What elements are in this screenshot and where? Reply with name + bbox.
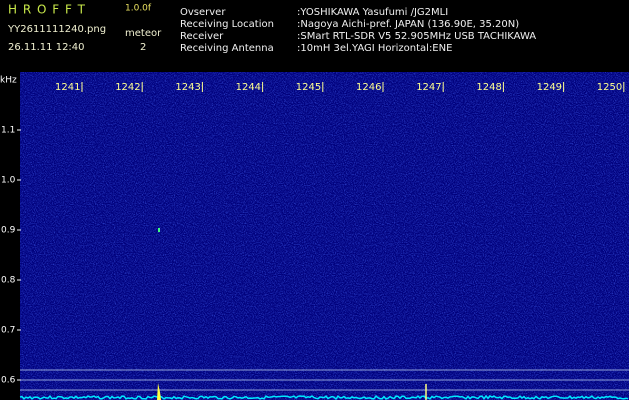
info-label: Receiving Antenna [180, 43, 274, 54]
date-time: 26.11.11 12:40 [8, 42, 85, 53]
y-axis-label: 0.6 [1, 376, 16, 386]
app-title: H R O F F T [8, 3, 86, 17]
y-axis-label: 1.0 [1, 176, 16, 186]
y-axis-label: 0.7 [1, 326, 15, 336]
info-label: Receiver [180, 31, 224, 42]
info-value: :Nagoya Aichi-pref. JAPAN (136.90E, 35.2… [297, 19, 519, 30]
x-axis-label: 1245 [296, 82, 321, 93]
x-axis-label: 1248 [476, 82, 501, 93]
level-trace [19, 394, 629, 400]
info-value: :SMart RTL-SDR V5 52.905MHz USB TACHIKAW… [297, 31, 536, 42]
header-background [0, 0, 629, 72]
x-axis-label: 1246 [356, 82, 381, 93]
axis-unit: kHz [0, 76, 17, 86]
info-label: Receiving Location [180, 19, 274, 30]
spectrogram-noise [20, 72, 629, 400]
file-name: YY2611111240.png [7, 24, 106, 35]
y-axis-label: 0.9 [1, 226, 16, 236]
x-axis-label: 1250 [597, 82, 622, 93]
y-axis-label: 1.1 [1, 126, 15, 136]
x-axis-label: 1242 [115, 82, 140, 93]
x-axis-label: 1243 [175, 82, 200, 93]
x-axis-label: 1241 [55, 82, 80, 93]
info-label: Ovserver [180, 7, 226, 18]
info-value: :10mH 3el.YAGI Horizontal:ENE [297, 43, 452, 54]
meteor-count: 2 [140, 42, 146, 53]
meteor-spike [157, 383, 161, 400]
app-version: 1.0.0f [125, 4, 152, 14]
x-axis-label: 1249 [537, 82, 562, 93]
y-axis-label: 0.8 [1, 276, 16, 286]
info-value: :YOSHIKAWA Yasufumi /JG2MLI [297, 7, 448, 18]
x-axis-label: 1244 [236, 82, 261, 93]
x-axis-label: 1247 [416, 82, 441, 93]
meteor-echo [158, 228, 160, 232]
meteor-label: meteor [125, 28, 162, 39]
